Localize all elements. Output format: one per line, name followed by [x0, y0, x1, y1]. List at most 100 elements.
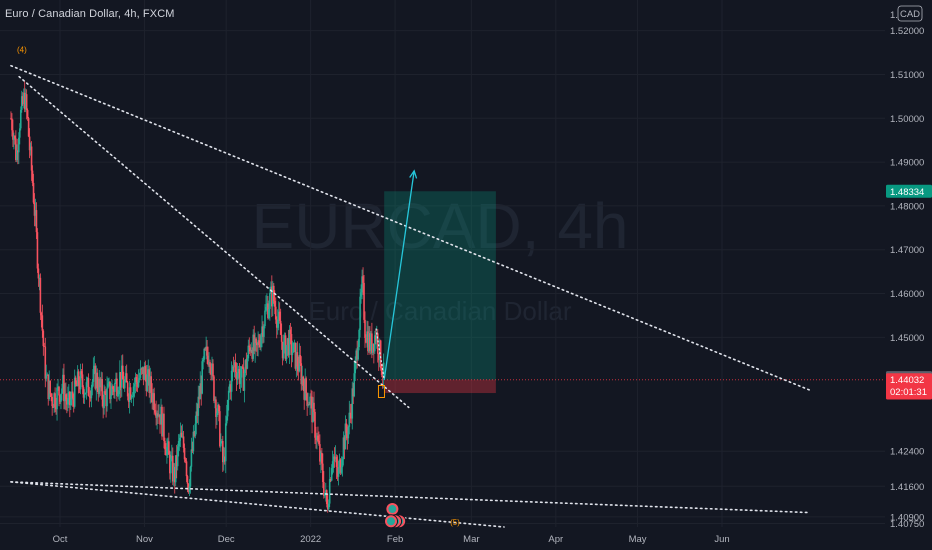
candle-body: [84, 392, 87, 395]
candle-body: [60, 393, 62, 402]
currency-button[interactable]: CAD: [897, 5, 923, 22]
candle-body: [31, 170, 34, 183]
candle-body: [51, 396, 53, 407]
candle-body: [329, 479, 332, 481]
event-icon[interactable]: [385, 502, 400, 517]
candle-body: [322, 463, 324, 483]
candle-body: [63, 374, 65, 402]
candle-body: [207, 355, 209, 365]
candle-body: [264, 310, 266, 327]
candle-body: [52, 406, 54, 408]
candle-body: [345, 423, 348, 434]
candle-body: [74, 377, 77, 385]
candle-body: [187, 483, 190, 492]
event-icon[interactable]: [384, 514, 398, 529]
candle-body: [346, 433, 349, 439]
candle-body: [290, 334, 293, 356]
candle-body: [94, 365, 97, 389]
candle-body: [18, 137, 20, 153]
candle-body: [166, 447, 168, 456]
candle-body: [328, 479, 331, 504]
candle-body: [292, 342, 295, 353]
time-tick-label: Feb: [387, 534, 403, 545]
price-badge-value: 1.44032: [890, 375, 924, 386]
candle-body: [92, 369, 95, 382]
price-tick-label: 1.49000: [890, 158, 924, 169]
candle-body: [65, 394, 67, 400]
candle-body: [268, 309, 270, 318]
candle-body: [50, 393, 52, 397]
candle-body: [269, 293, 271, 310]
candle-body: [324, 492, 326, 496]
candle-body: [338, 459, 341, 468]
candle-body: [348, 412, 351, 427]
trendline-drawings[interactable]: [10, 64, 810, 528]
entry-marker[interactable]: [377, 385, 385, 399]
candle-body: [255, 338, 257, 344]
candle-body: [122, 379, 125, 389]
candle-body: [183, 447, 186, 460]
trendline[interactable]: [18, 75, 410, 409]
candle-body: [260, 335, 262, 348]
candle-body: [40, 312, 43, 316]
candle-body: [271, 286, 273, 307]
candle-body: [186, 476, 189, 484]
candle-body: [372, 343, 374, 353]
candle-body: [287, 338, 290, 356]
candle-body: [368, 333, 370, 352]
trendline[interactable]: [10, 481, 810, 514]
candle-body: [128, 387, 131, 402]
candle-body: [82, 387, 85, 398]
candle-body: [107, 383, 109, 388]
candle-body: [363, 282, 365, 320]
retrace-line[interactable]: [375, 328, 385, 380]
candle-body: [191, 449, 194, 452]
candle-body: [151, 392, 153, 403]
candle-body: [325, 490, 328, 505]
time-axis[interactable]: Oct Nov Dec 2022 Feb Mar Apr May Jun: [53, 534, 730, 545]
candle-body: [330, 468, 333, 481]
candle-body: [125, 373, 128, 383]
time-tick-label: 2022: [300, 534, 321, 545]
candle-body: [337, 467, 340, 477]
wave-label: (4): [17, 46, 27, 55]
trendline[interactable]: [10, 64, 810, 391]
candle-body: [184, 459, 187, 462]
candle-body: [182, 436, 185, 448]
trendline[interactable]: [10, 481, 505, 528]
candle-body: [165, 449, 167, 456]
candle-body: [194, 423, 197, 436]
candle-body: [225, 416, 228, 424]
candle-body: [367, 331, 369, 352]
profit-zone[interactable]: [384, 191, 496, 380]
price-axis[interactable]: 1.52000 1.51000 1.50000 1.49000 1.48000 1.470…: [886, 5, 932, 530]
candle-body: [293, 342, 296, 344]
candle-body: [118, 390, 120, 395]
candle-body: [55, 407, 57, 410]
candle-body: [86, 378, 89, 383]
candle-body: [28, 136, 31, 151]
candle-body: [252, 334, 255, 359]
candle-body: [205, 346, 207, 350]
candle-body: [99, 378, 102, 388]
candle-body: [39, 277, 42, 313]
candle-body: [78, 385, 81, 390]
candle-body: [373, 343, 375, 352]
candle-body: [163, 413, 165, 441]
candle-body: [100, 379, 102, 388]
candle-body: [196, 411, 199, 416]
stop-zone[interactable]: [384, 379, 496, 394]
candle-body: [26, 110, 29, 119]
long-position-tool[interactable]: [0, 191, 885, 394]
candle-body: [146, 374, 149, 392]
candle-body: [275, 319, 278, 328]
symbol-legend-title[interactable]: Euro / Canadian Dollar, 4h, FXCM: [5, 8, 175, 20]
candle-body: [236, 373, 239, 380]
candle-body: [289, 329, 292, 335]
candle-body: [272, 285, 274, 307]
projection-arrow[interactable]: [383, 170, 415, 380]
candle-body: [137, 379, 140, 387]
candle-body: [237, 368, 240, 374]
candle-body: [349, 412, 352, 414]
